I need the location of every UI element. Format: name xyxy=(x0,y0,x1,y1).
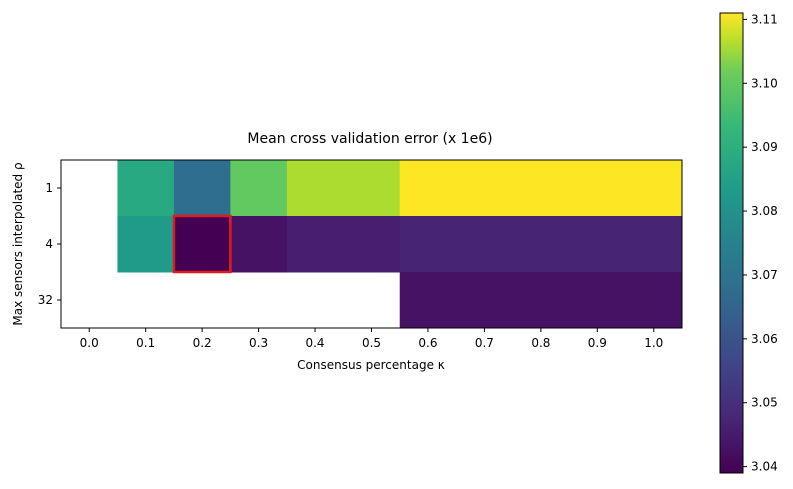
heatmap-cell xyxy=(569,216,627,273)
heatmap-cell xyxy=(512,216,570,273)
heatmap-cell xyxy=(286,160,344,217)
heatmap-cell xyxy=(173,160,231,217)
x-tick-label: 0.0 xyxy=(80,336,99,350)
x-axis-ticks: 0.0 0.1 0.2 0.3 0.4 0.5 0.6 0.7 0.8 0.9 1.0 xyxy=(80,328,663,350)
heatmap-cell xyxy=(173,216,231,273)
x-tick-label: 0.4 xyxy=(305,336,324,350)
x-tick-label: 0.1 xyxy=(136,336,155,350)
colorbar-tick-label: 3.09 xyxy=(751,140,778,154)
colorbar-tick-label: 3.05 xyxy=(751,396,778,410)
colorbar xyxy=(719,12,744,474)
colorbar-tick-label: 3.11 xyxy=(751,12,778,26)
heatmap-cell xyxy=(399,216,457,273)
colorbar-ticks: 3.04 3.05 3.06 3.07 3.08 3.09 3.10 3.11 xyxy=(743,12,778,474)
heatmap-cell xyxy=(569,160,627,217)
heatmap-cell xyxy=(625,272,683,329)
highlight-layer xyxy=(172,214,232,274)
heatmap-cell xyxy=(117,216,175,273)
heatmap-cell xyxy=(230,216,288,273)
heatmap-cell xyxy=(569,272,627,329)
heatmap-cell xyxy=(625,160,683,217)
y-tick-label: 32 xyxy=(38,293,53,307)
chart-title: Mean cross validation error (x 1e6) xyxy=(247,131,492,147)
y-axis-ticks: 1 4 32 xyxy=(38,181,61,307)
heatmap-cell xyxy=(286,216,344,273)
colorbar-tick-label: 3.07 xyxy=(751,268,778,282)
heatmap-cell xyxy=(117,160,175,217)
x-axis-label: Consensus percentage κ xyxy=(297,358,445,372)
x-tick-label: 0.5 xyxy=(362,336,381,350)
colorbar-tick-label: 3.04 xyxy=(751,460,778,474)
x-tick-label: 0.2 xyxy=(193,336,212,350)
heatmap-cell xyxy=(512,160,570,217)
heatmap-cell xyxy=(399,160,457,217)
x-tick-label: 1.0 xyxy=(644,336,663,350)
x-tick-label: 0.6 xyxy=(418,336,437,350)
heatmap-cell xyxy=(456,272,514,329)
heatmap-cells xyxy=(117,160,683,329)
heatmap-cell xyxy=(456,216,514,273)
heatmap-cell xyxy=(512,272,570,329)
heatmap-cell xyxy=(399,272,457,329)
y-axis-label: Max sensors interpolated ρ xyxy=(11,162,25,325)
x-tick-label: 0.7 xyxy=(475,336,494,350)
y-tick-label: 1 xyxy=(45,181,53,195)
heatmap-cell xyxy=(343,216,401,273)
x-tick-label: 0.8 xyxy=(531,336,550,350)
heatmap-cell xyxy=(625,216,683,273)
colorbar-tick-label: 3.08 xyxy=(751,204,778,218)
colorbar-tick-label: 3.10 xyxy=(751,76,778,90)
y-tick-label: 4 xyxy=(45,237,53,251)
heatmap-cell xyxy=(456,160,514,217)
highlight-box xyxy=(172,214,232,274)
colorbar-tick-label: 3.06 xyxy=(751,332,778,346)
heatmap-cell xyxy=(230,160,288,217)
x-tick-label: 0.3 xyxy=(249,336,268,350)
x-tick-label: 0.9 xyxy=(588,336,607,350)
heatmap-cell xyxy=(343,160,401,217)
